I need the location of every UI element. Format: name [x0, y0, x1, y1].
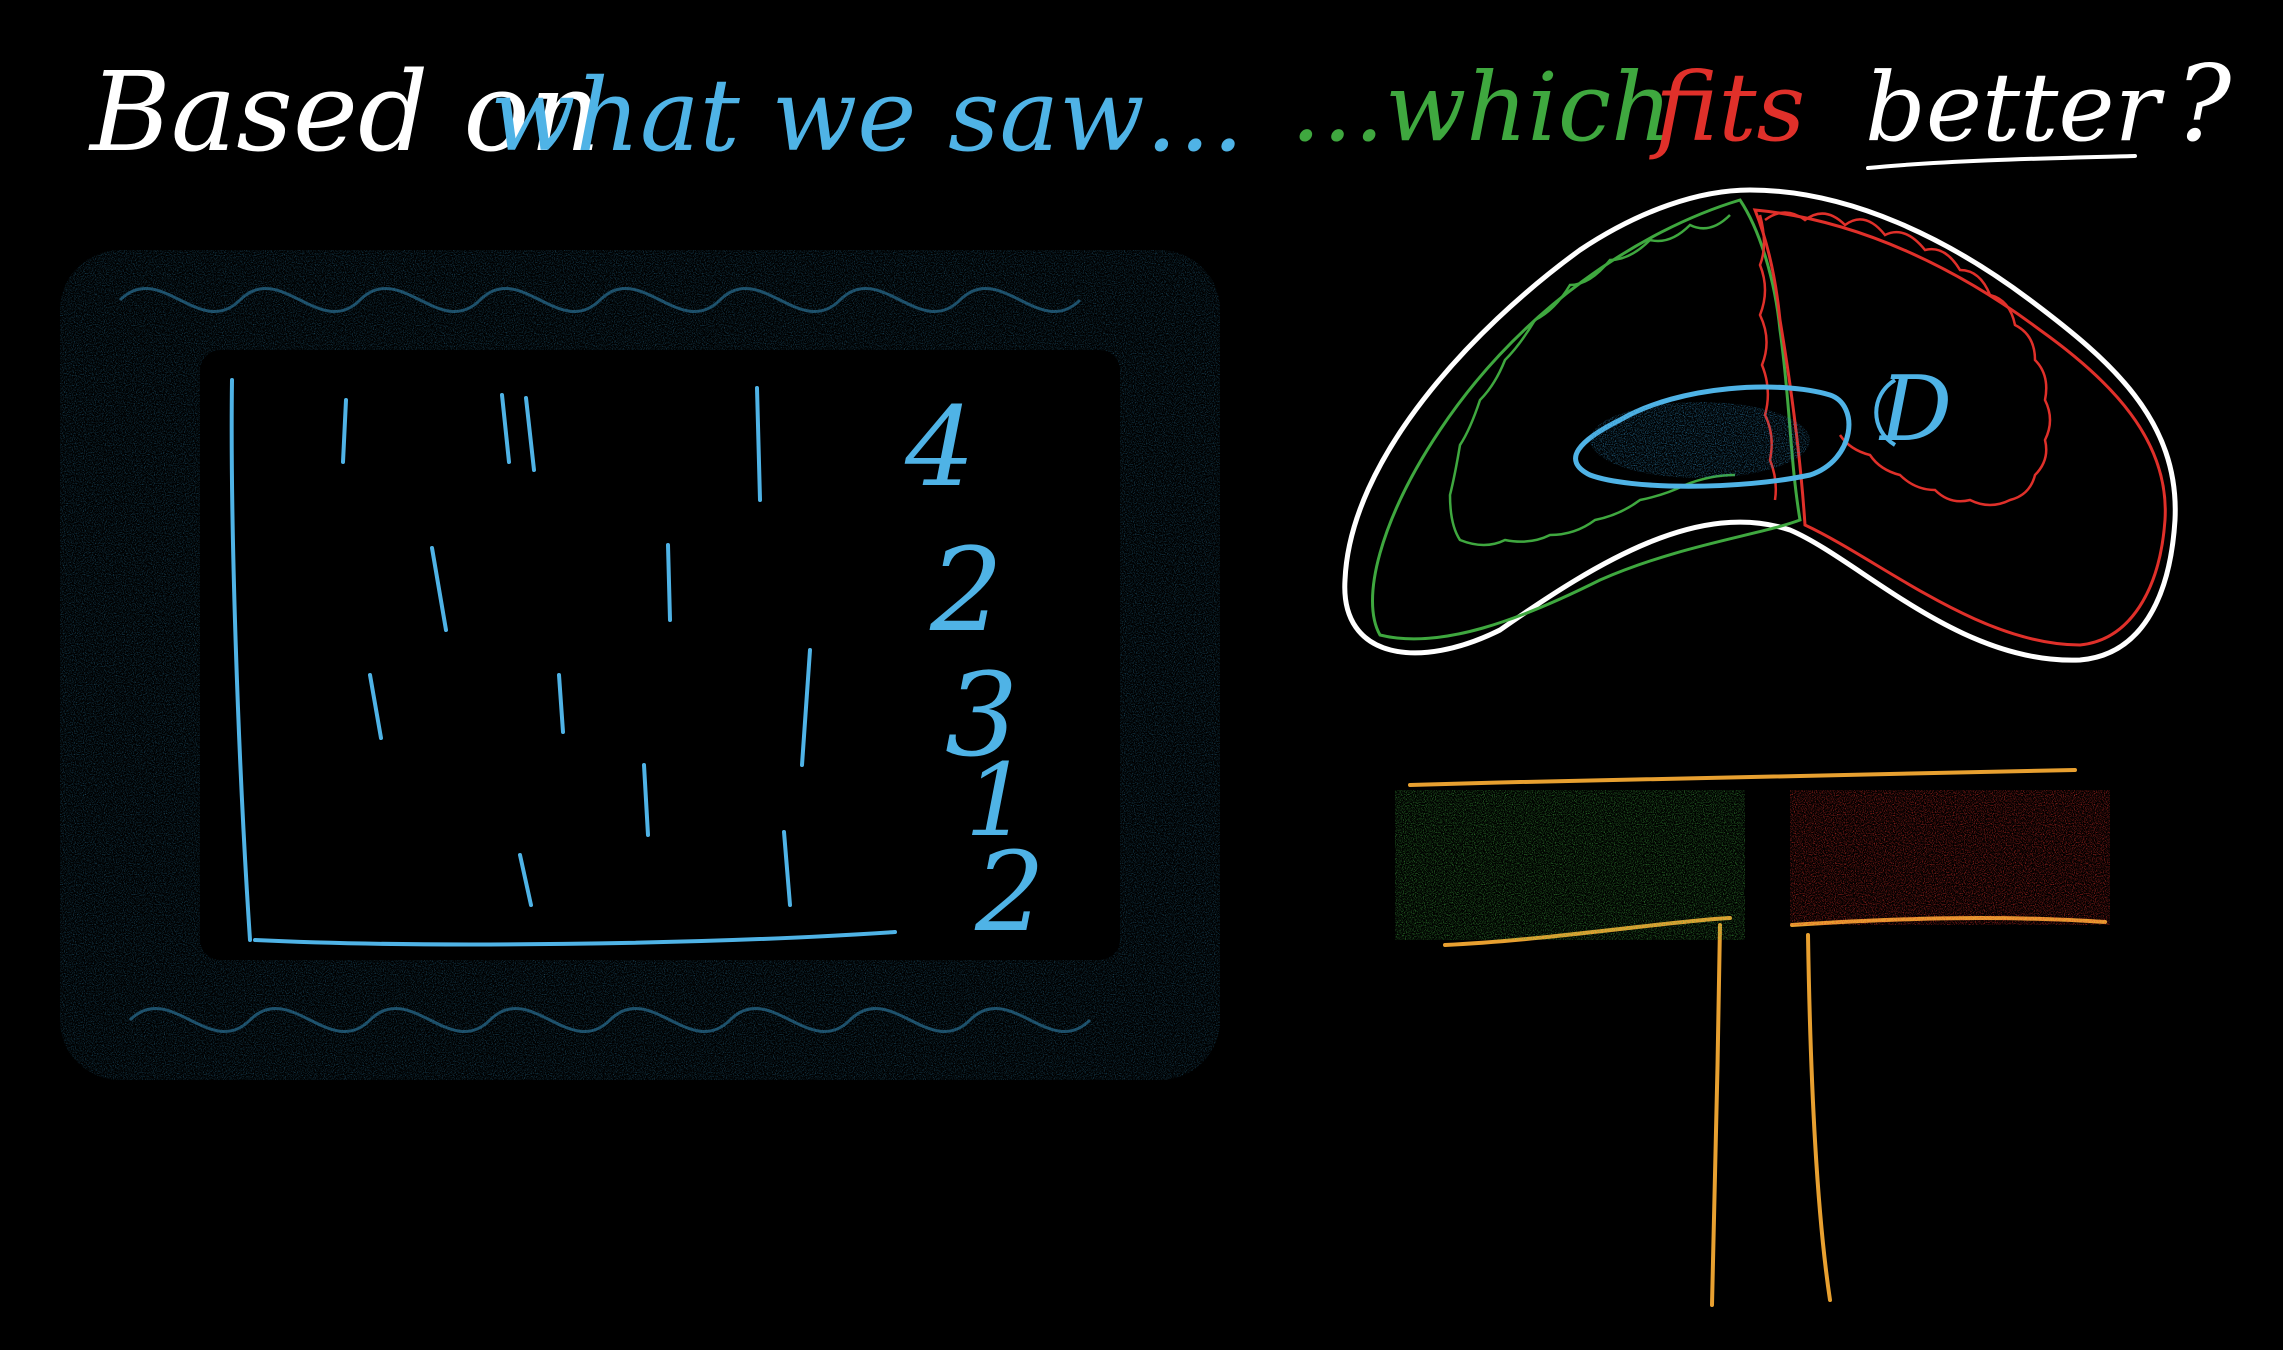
row-count-2: 2: [929, 524, 1003, 658]
data-blob: [1573, 384, 1852, 489]
tally-axes: [229, 378, 897, 947]
tally-marks: [341, 386, 812, 907]
tally-row-counts: 4 2 3 1 2: [904, 383, 1045, 956]
red-model-region: [1752, 208, 2167, 647]
frame-interior: [200, 350, 1120, 960]
heading-right-better: better: [1865, 53, 2166, 163]
green-score-bar: [1395, 790, 1745, 940]
data-label-bracket: [1874, 378, 1897, 447]
frame-loops: [118, 286, 1092, 1034]
heading-right-question: ?: [2175, 43, 2232, 165]
outer-space-outline: [1342, 187, 2178, 663]
data-blob-fill: [1590, 402, 1810, 478]
row-count-1: 4: [904, 383, 975, 511]
heading-right-fits: fits: [1649, 53, 1805, 163]
row-count-3: 3: [945, 649, 1018, 783]
green-model-region: [1371, 198, 1802, 641]
red-score-bar: [1790, 790, 2110, 925]
heading-left-highlight: what we saw…: [490, 57, 1245, 174]
row-count-5: 2: [974, 828, 1045, 956]
row-count-4: 1: [965, 742, 1029, 859]
data-label: D: [1878, 357, 1952, 462]
heading-right-prefix: …which: [1290, 53, 1672, 163]
heading-left-prefix: Based on: [88, 48, 600, 176]
better-underline: [1866, 154, 2137, 170]
